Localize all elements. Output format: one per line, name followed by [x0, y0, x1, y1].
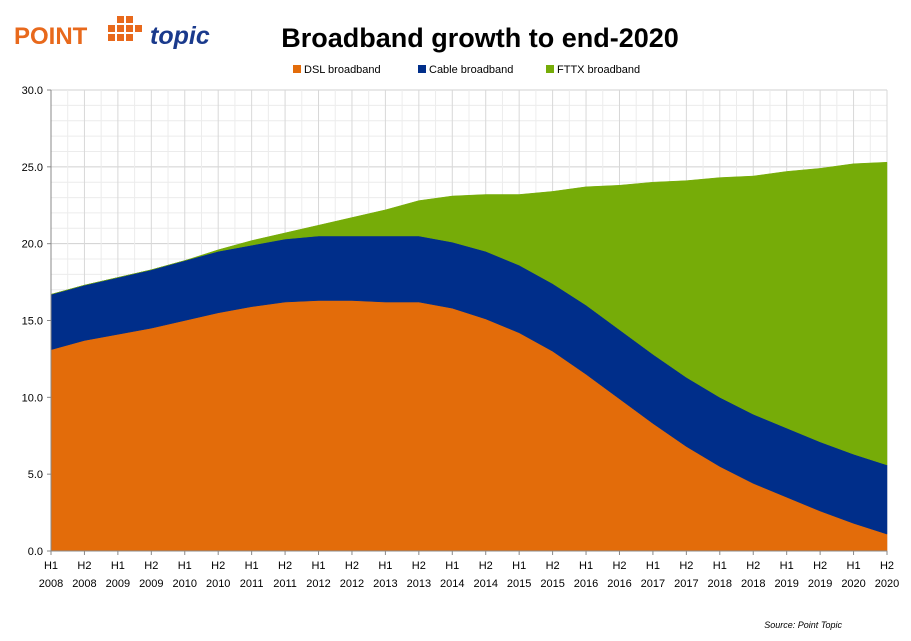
logo-squares-icon [108, 16, 142, 41]
chart-title: Broadband growth to end-2020 [281, 23, 679, 53]
x-tick-label-half: H2 [880, 560, 894, 572]
legend-swatch [546, 65, 554, 73]
x-tick-label-half: H2 [746, 560, 760, 572]
x-tick-label-half: H1 [445, 560, 459, 572]
x-tick-label-year: 2008 [39, 578, 63, 590]
x-tick-label-year: 2014 [440, 578, 464, 590]
source-note: Source: Point Topic [764, 620, 842, 630]
x-tick-label-year: 2015 [507, 578, 531, 590]
x-tick-label-half: H1 [847, 560, 861, 572]
x-tick-label-year: 2018 [708, 578, 732, 590]
x-tick-label-half: H1 [111, 560, 125, 572]
y-tick-label: 20.0 [22, 239, 43, 251]
x-tick-label-half: H1 [311, 560, 325, 572]
x-tick-label-half: H1 [713, 560, 727, 572]
x-tick-label-half: H2 [479, 560, 493, 572]
x-tick-label-year: 2011 [240, 578, 264, 590]
x-tick-label-half: H1 [512, 560, 526, 572]
x-tick-label-year: 2010 [173, 578, 197, 590]
x-tick-label-half: H2 [546, 560, 560, 572]
x-tick-label-year: 2018 [741, 578, 765, 590]
y-tick-label: 15.0 [22, 316, 43, 328]
x-tick-label-half: H2 [612, 560, 626, 572]
x-tick-label-year: 2019 [808, 578, 832, 590]
logo-point-text: POINT [14, 23, 88, 50]
x-tick-label-year: 2015 [540, 578, 564, 590]
legend-item: FTTX broadband [546, 64, 640, 76]
x-tick-label-year: 2016 [607, 578, 631, 590]
x-tick-label-half: H2 [412, 560, 426, 572]
chart-legend: DSL broadband Cable broadband FTTX broadba… [293, 64, 640, 76]
x-tick-label-year: 2012 [340, 578, 364, 590]
x-tick-label-year: 2009 [106, 578, 130, 590]
x-tick-label-half: H2 [679, 560, 693, 572]
x-tick-label-half: H1 [178, 560, 192, 572]
y-axis-ticks: 0.0 5.0 10.0 15.0 20.0 25.0 30.0 [22, 85, 51, 558]
chart-areas [50, 161, 888, 552]
x-tick-label-half: H2 [345, 560, 359, 572]
x-tick-label-year: 2010 [206, 578, 230, 590]
x-tick-label-half: H1 [44, 560, 58, 572]
x-tick-label-half: H1 [378, 560, 392, 572]
x-tick-label-year: 2020 [875, 578, 899, 590]
legend-label: FTTX broadband [557, 64, 640, 76]
x-tick-label-half: H1 [646, 560, 660, 572]
x-tick-label-year: 2020 [841, 578, 865, 590]
x-tick-label-year: 2014 [473, 578, 497, 590]
x-tick-label-year: 2016 [574, 578, 598, 590]
x-tick-label-year: 2012 [306, 578, 330, 590]
x-tick-label-year: 2017 [641, 578, 665, 590]
legend-swatch [418, 65, 426, 73]
x-axis-ticks: H1 2008 H2 2008 H1 2009 H2 2009 H1 2010 H2 2010 H1 20… [39, 551, 899, 590]
x-tick-label-half: H1 [780, 560, 794, 572]
legend-swatch [293, 65, 301, 73]
x-tick-label-half: H1 [245, 560, 259, 572]
x-tick-label-half: H2 [144, 560, 158, 572]
legend-item: DSL broadband [293, 64, 381, 76]
x-tick-label-half: H2 [211, 560, 225, 572]
x-tick-label-half: H1 [579, 560, 593, 572]
y-tick-label: 25.0 [22, 162, 43, 174]
legend-item: Cable broadband [418, 64, 513, 76]
x-tick-label-year: 2011 [273, 578, 297, 590]
fttx-broadbandarea [50, 161, 888, 466]
y-tick-label: 0.0 [28, 546, 43, 558]
x-tick-label-half: H2 [278, 560, 292, 572]
y-tick-label: 30.0 [22, 85, 43, 97]
x-tick-label-half: H2 [813, 560, 827, 572]
x-tick-label-year: 2017 [674, 578, 698, 590]
logo-topic-text: topic [150, 22, 210, 50]
x-tick-label-year: 2013 [407, 578, 431, 590]
y-tick-label: 10.0 [22, 392, 43, 404]
x-tick-label-year: 2013 [373, 578, 397, 590]
x-tick-label-year: 2009 [139, 578, 163, 590]
legend-label: Cable broadband [429, 64, 513, 76]
x-tick-label-half: H2 [77, 560, 91, 572]
point-topic-logo: POINT topic [14, 16, 210, 50]
legend-label: DSL broadband [304, 64, 381, 76]
x-tick-label-year: 2019 [774, 578, 798, 590]
y-tick-label: 5.0 [28, 469, 43, 481]
x-tick-label-year: 2008 [72, 578, 96, 590]
